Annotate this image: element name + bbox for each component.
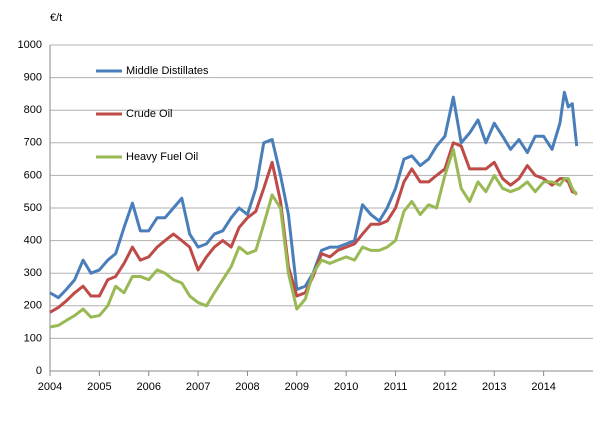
x-tick-label: 2012 xyxy=(433,381,457,393)
series-line xyxy=(49,147,578,329)
x-tick-label: 2008 xyxy=(235,381,259,393)
x-tick-label: 2011 xyxy=(384,381,408,393)
y-tick-label: 1000 xyxy=(18,39,42,51)
y-tick-label: 300 xyxy=(24,267,42,279)
y-tick-label: 100 xyxy=(24,332,42,344)
y-tick-label: 500 xyxy=(24,202,42,214)
series-line xyxy=(49,141,578,314)
x-tick-label: 2009 xyxy=(285,381,309,393)
legend-label: Heavy Fuel Oil xyxy=(126,151,198,163)
y-axis-label: €/t xyxy=(50,12,62,24)
x-tick-label: 2013 xyxy=(482,381,506,393)
y-tick-label: 200 xyxy=(24,300,42,312)
y-tick-label: 700 xyxy=(24,137,42,149)
x-tick-label: 2014 xyxy=(531,381,555,393)
y-tick-label: 400 xyxy=(24,235,42,247)
y-tick-label: 0 xyxy=(36,365,42,377)
x-tick-label: 2005 xyxy=(87,381,111,393)
x-tick-label: 2007 xyxy=(186,381,210,393)
x-tick-label: 2006 xyxy=(136,381,160,393)
y-tick-label: 900 xyxy=(24,72,42,84)
x-tick-label: 2010 xyxy=(334,381,358,393)
legend-label: Middle Distillates xyxy=(126,65,209,77)
x-tick-label: 2004 xyxy=(38,381,62,393)
y-tick-label: 600 xyxy=(24,169,42,181)
y-tick-label: 800 xyxy=(24,104,42,116)
series-line xyxy=(49,90,579,300)
legend-label: Crude Oil xyxy=(126,108,172,120)
